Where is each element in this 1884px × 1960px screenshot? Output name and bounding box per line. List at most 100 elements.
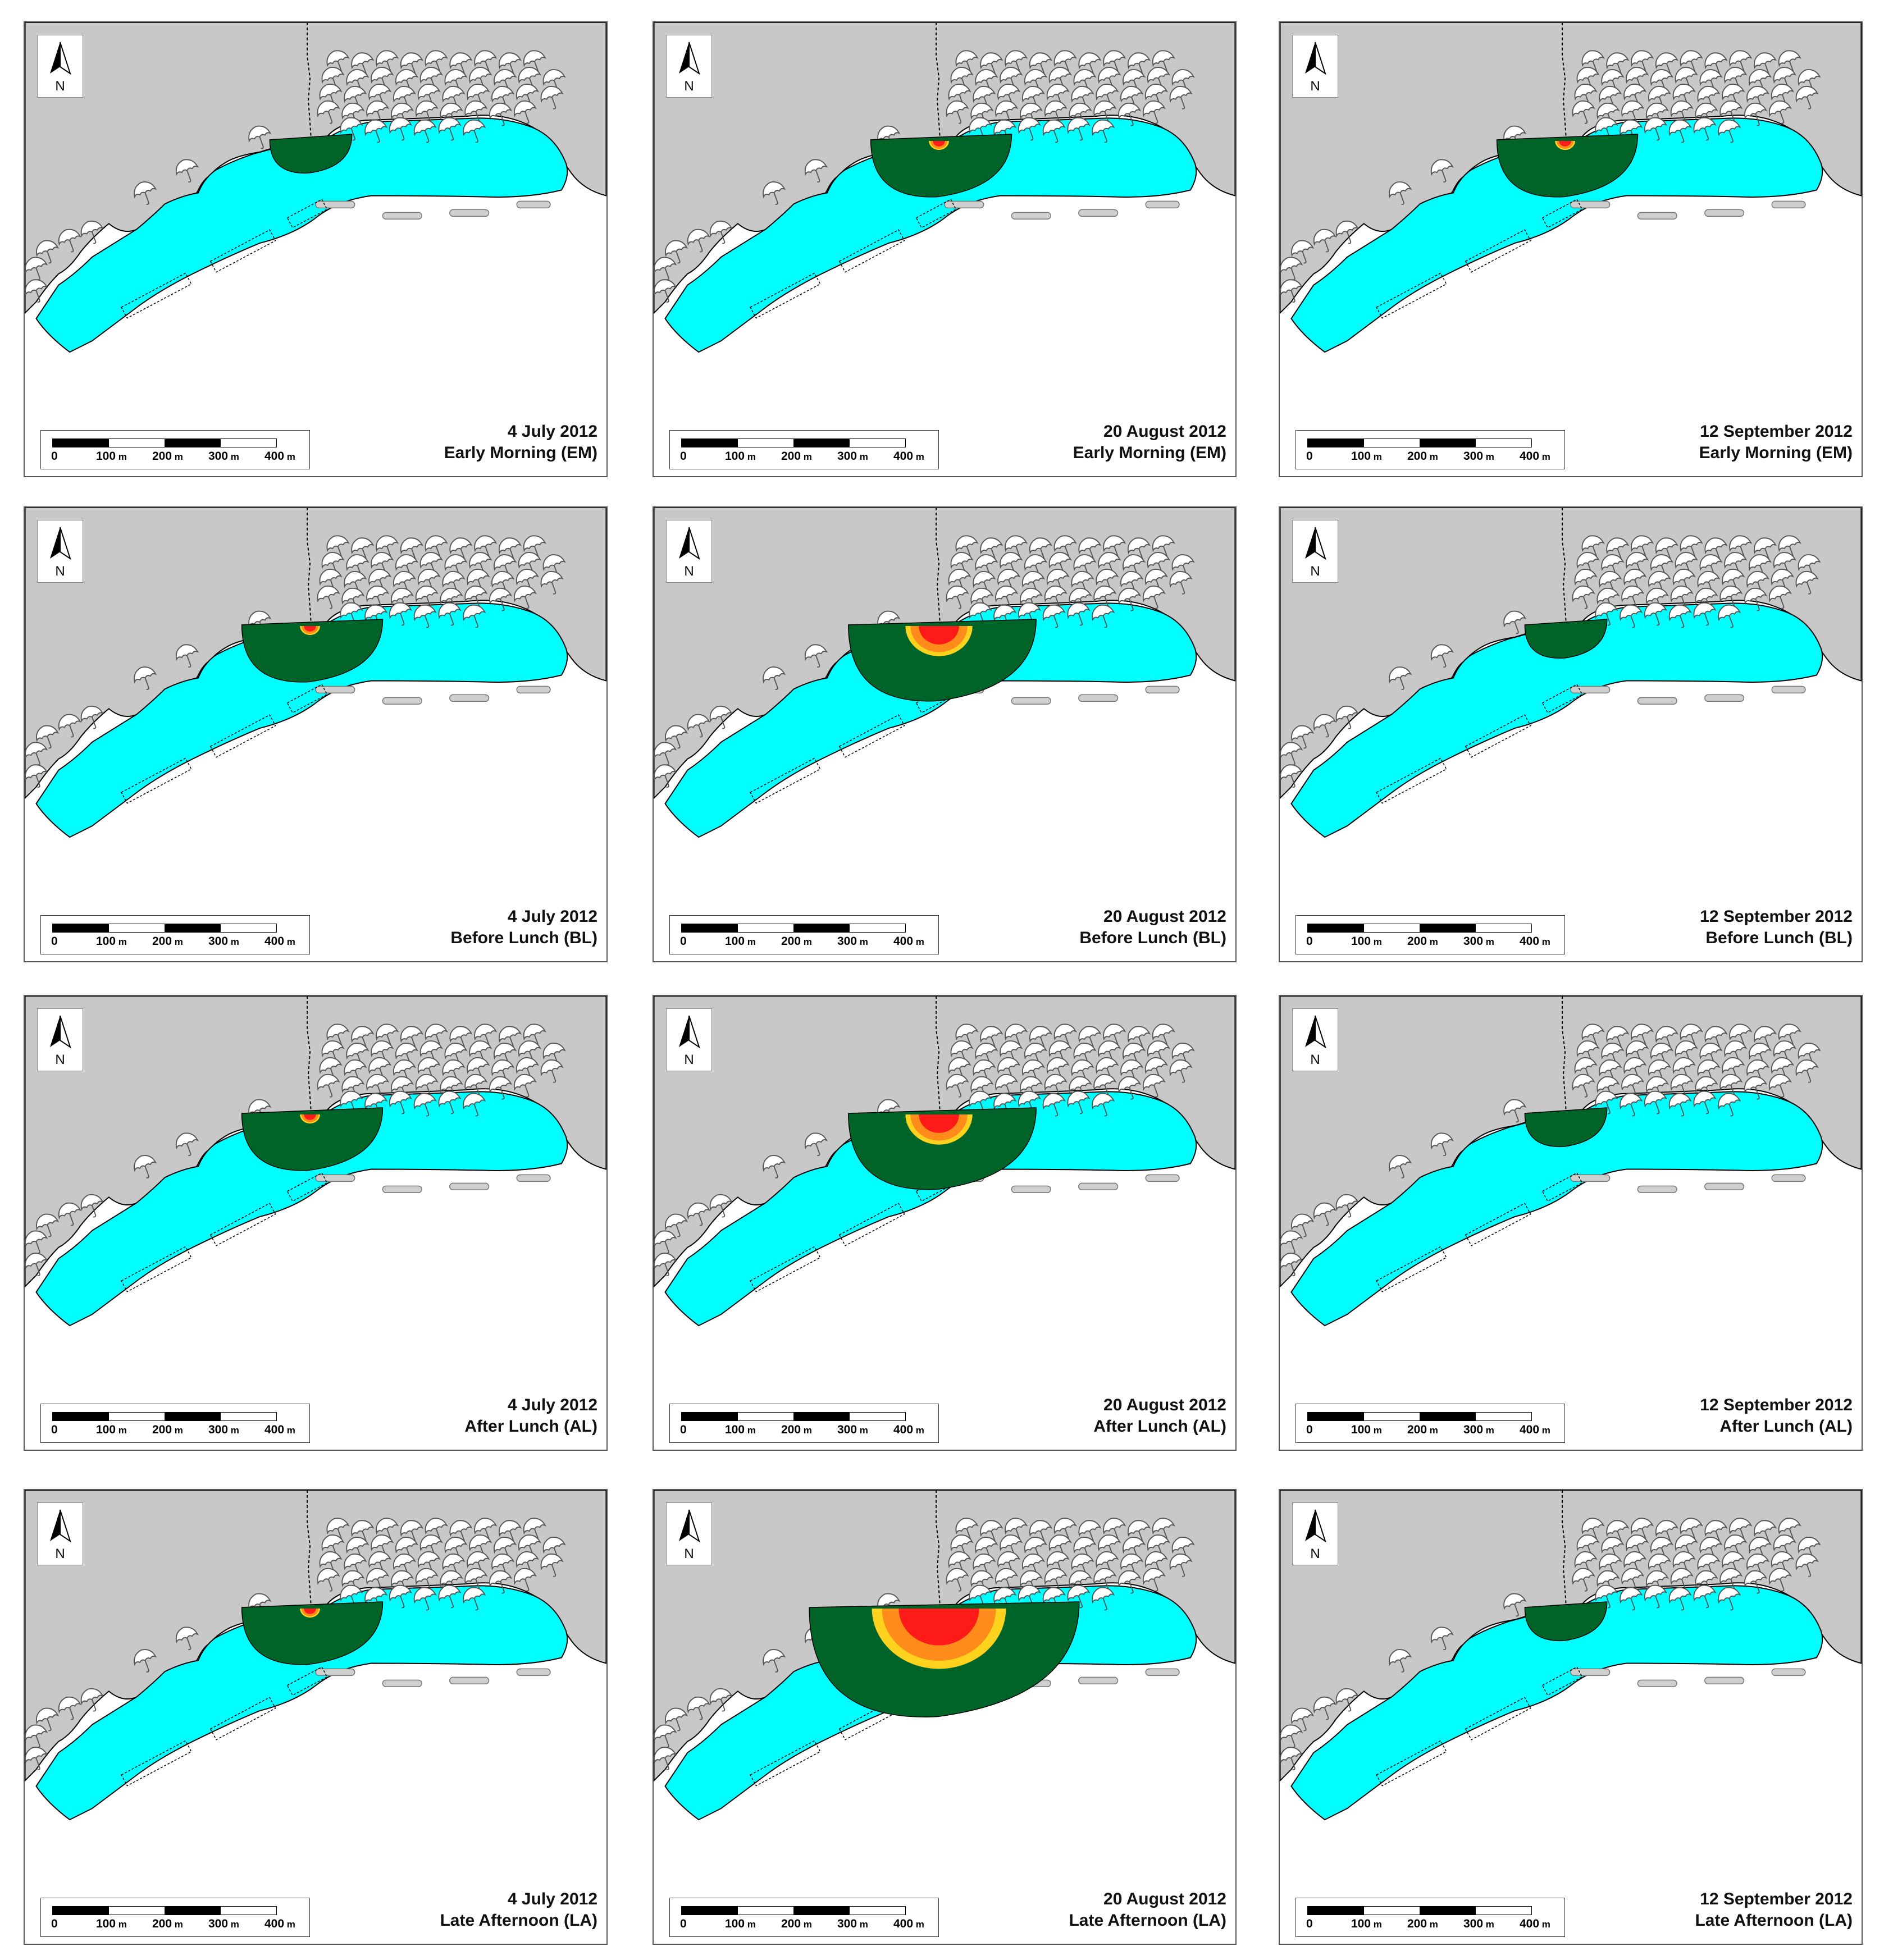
map-panel-10: N 0 100 m 200 m 300 m 400 m 4 July 2012 Late… [24,1489,608,1945]
breakwater-segment [382,212,422,220]
panel-period: Late Afternoon (LA) [1695,1911,1853,1930]
umbrella-icon [1718,1587,1741,1611]
umbrella-array-west [1280,610,1527,788]
umbrella-icon [175,1627,199,1651]
umbrella-icon [1291,725,1315,749]
umbrella-icon [1092,604,1115,628]
umbrella-array [1572,535,1821,628]
umbrella-icon [1118,1570,1142,1594]
panel-date: 4 July 2012 [507,422,597,441]
umbrella-icon [1118,1076,1142,1100]
umbrella-icon [1280,279,1303,303]
scale-tick-label: 300 m [208,450,239,463]
scale-tick-label: 200 m [152,1917,183,1930]
umbrella-icon [709,220,733,244]
breakwater-segment [1771,1668,1806,1676]
umbrella-icon [804,1132,828,1157]
panel-caption: 12 September 2012 Late Afternoon (LA) [1695,1889,1853,1931]
scale-tick-label: 200 m [152,1423,183,1436]
umbrella-icon [1503,610,1527,634]
umbrella-icon [1693,1584,1717,1609]
umbrella-array [1572,1024,1821,1117]
breakwater-segment [516,1174,551,1182]
panel-caption: 12 September 2012 Early Morning (EM) [1699,421,1853,464]
breakwater-segment [1078,1182,1119,1191]
land-area [1280,996,1862,1288]
scale-tick-label: 400 m [1520,935,1550,948]
panel-date: 4 July 2012 [507,1890,597,1908]
umbrella-icon [1718,1093,1741,1117]
umbrella-array [317,1518,566,1611]
beach-map [25,508,606,838]
breakwater-segment [1637,1185,1677,1194]
north-arrow-icon: N [1305,42,1326,94]
scale-tick-label: 300 m [1463,1917,1494,1930]
umbrella-icon [1291,240,1315,264]
breakwater-segment [449,1182,490,1191]
breakwater-segment [382,697,422,705]
beach-map [654,996,1235,1327]
umbrella-icon [804,644,828,668]
scale-tick-label: 0 [51,1423,58,1436]
scale-bar: 0 100 m 200 m 300 m 400 m [40,1898,310,1937]
umbrella-icon [438,602,462,626]
umbrella-icon [1744,1570,1768,1594]
scale-tick-label: 200 m [781,935,812,948]
umbrella-icon [1092,1587,1115,1611]
umbrella-icon [1118,587,1142,611]
umbrella-icon [438,1090,462,1114]
breakwater-segment [1570,1174,1611,1182]
scale-bar: 0 100 m 200 m 300 m 400 m [669,1404,939,1443]
umbrella-icon [389,117,413,141]
scale-bar: 0 100 m 200 m 300 m 400 m [669,915,939,954]
umbrella-icon [1280,1253,1303,1277]
umbrella-icon [1067,1090,1091,1114]
umbrella-icon [1744,1076,1768,1100]
scale-tick-label: 400 m [893,935,924,948]
scale-tick-label: 400 m [893,450,924,463]
umbrella-icon [80,1194,104,1218]
umbrella-array-west [1280,1593,1527,1771]
breakwater-segment [315,1174,355,1182]
umbrella-icon [1620,1093,1643,1117]
scale-tick-label: 0 [1306,935,1313,948]
umbrella-array-west [654,1099,901,1277]
bathing-water [1290,1585,1823,1821]
umbrella-icon [763,1155,786,1178]
umbrella-array [946,1518,1195,1611]
north-arrow: N [37,1502,83,1565]
plume-zone-high [933,140,945,147]
scale-tick-label: 200 m [1407,1423,1438,1436]
beach-map [25,22,606,353]
breakwater-segment [1771,200,1806,209]
outfall-line [936,22,941,140]
scale-tick-label: 100 m [725,935,756,948]
breakwaters [315,1174,551,1194]
umbrella-icon [665,240,688,264]
scale-tick-label: 0 [51,935,58,948]
breakwater-segment [1704,209,1745,217]
umbrella-icon [1795,1059,1819,1083]
umbrella-array-west [25,1593,272,1771]
map-panel-1: N 0 100 m 200 m 300 m 400 m 4 July 2012 Earl… [24,21,608,477]
scale-tick-label: 300 m [837,450,868,463]
umbrella-icon [513,1568,537,1592]
breakwater-segment [516,1668,551,1676]
map-panel-8: N 0 100 m 200 m 300 m 400 m 20 August 2012 A… [653,995,1237,1451]
north-arrow-icon: N [1305,1509,1326,1561]
scale-bar-graphic [52,924,277,933]
north-arrow-icon: N [50,42,71,94]
scale-bar: 0 100 m 200 m 300 m 400 m [1295,430,1565,469]
scale-tick-label: 100 m [725,450,756,463]
umbrella-icon [1572,585,1595,609]
umbrella-icon [1169,1059,1193,1083]
scale-tick-label: 0 [680,450,687,463]
north-arrow: N [37,1008,83,1071]
umbrella-icon [1092,1093,1115,1117]
north-arrow: N [666,35,712,98]
umbrella-icon [1118,102,1142,126]
umbrella-icon [1335,1688,1359,1712]
breakwater-segment [382,1185,422,1194]
plume-zone-high [304,1114,316,1120]
umbrella-icon [1280,1230,1303,1254]
